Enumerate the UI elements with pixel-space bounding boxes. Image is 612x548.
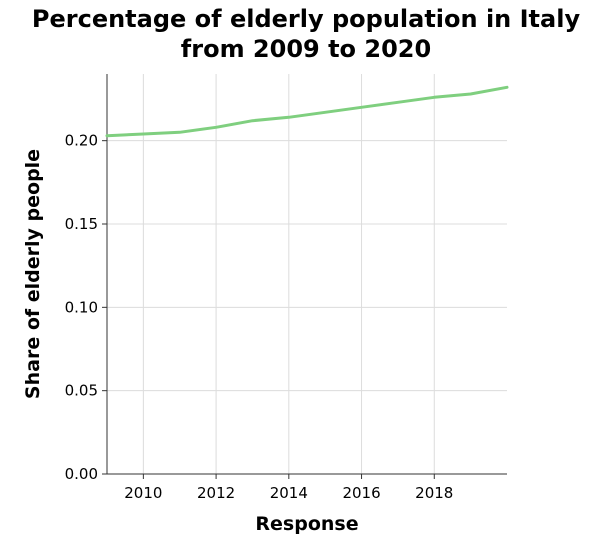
y-tick-label: 0.20: [65, 132, 98, 150]
data-series: [105, 85, 509, 138]
y-axis-label: Share of elderly people: [22, 148, 44, 400]
x-tick-label: 2012: [197, 484, 235, 502]
y-tick-label: 0.05: [65, 382, 98, 400]
x-tick-label: 2010: [124, 484, 162, 502]
x-axis-label: Response: [255, 513, 359, 535]
series-line: [105, 85, 509, 138]
chart-title: Percentage of elderly population in Ital…: [0, 4, 612, 64]
y-tick-label: 0.15: [65, 215, 98, 233]
x-tick-label: 2014: [270, 484, 308, 502]
y-tick-label: 0.00: [65, 465, 98, 483]
y-tick-label: 0.10: [65, 298, 98, 316]
tick-labels: 2010 2012 2014 2016 2018 0.00 0.05 0.10 0.15 0.20: [65, 132, 454, 502]
x-tick-label: 2018: [415, 484, 453, 502]
x-tick-label: 2016: [342, 484, 380, 502]
chart-title-line-2: from 2009 to 2020: [180, 35, 432, 63]
chart-title-line-1: Percentage of elderly population in Ital…: [31, 5, 581, 33]
